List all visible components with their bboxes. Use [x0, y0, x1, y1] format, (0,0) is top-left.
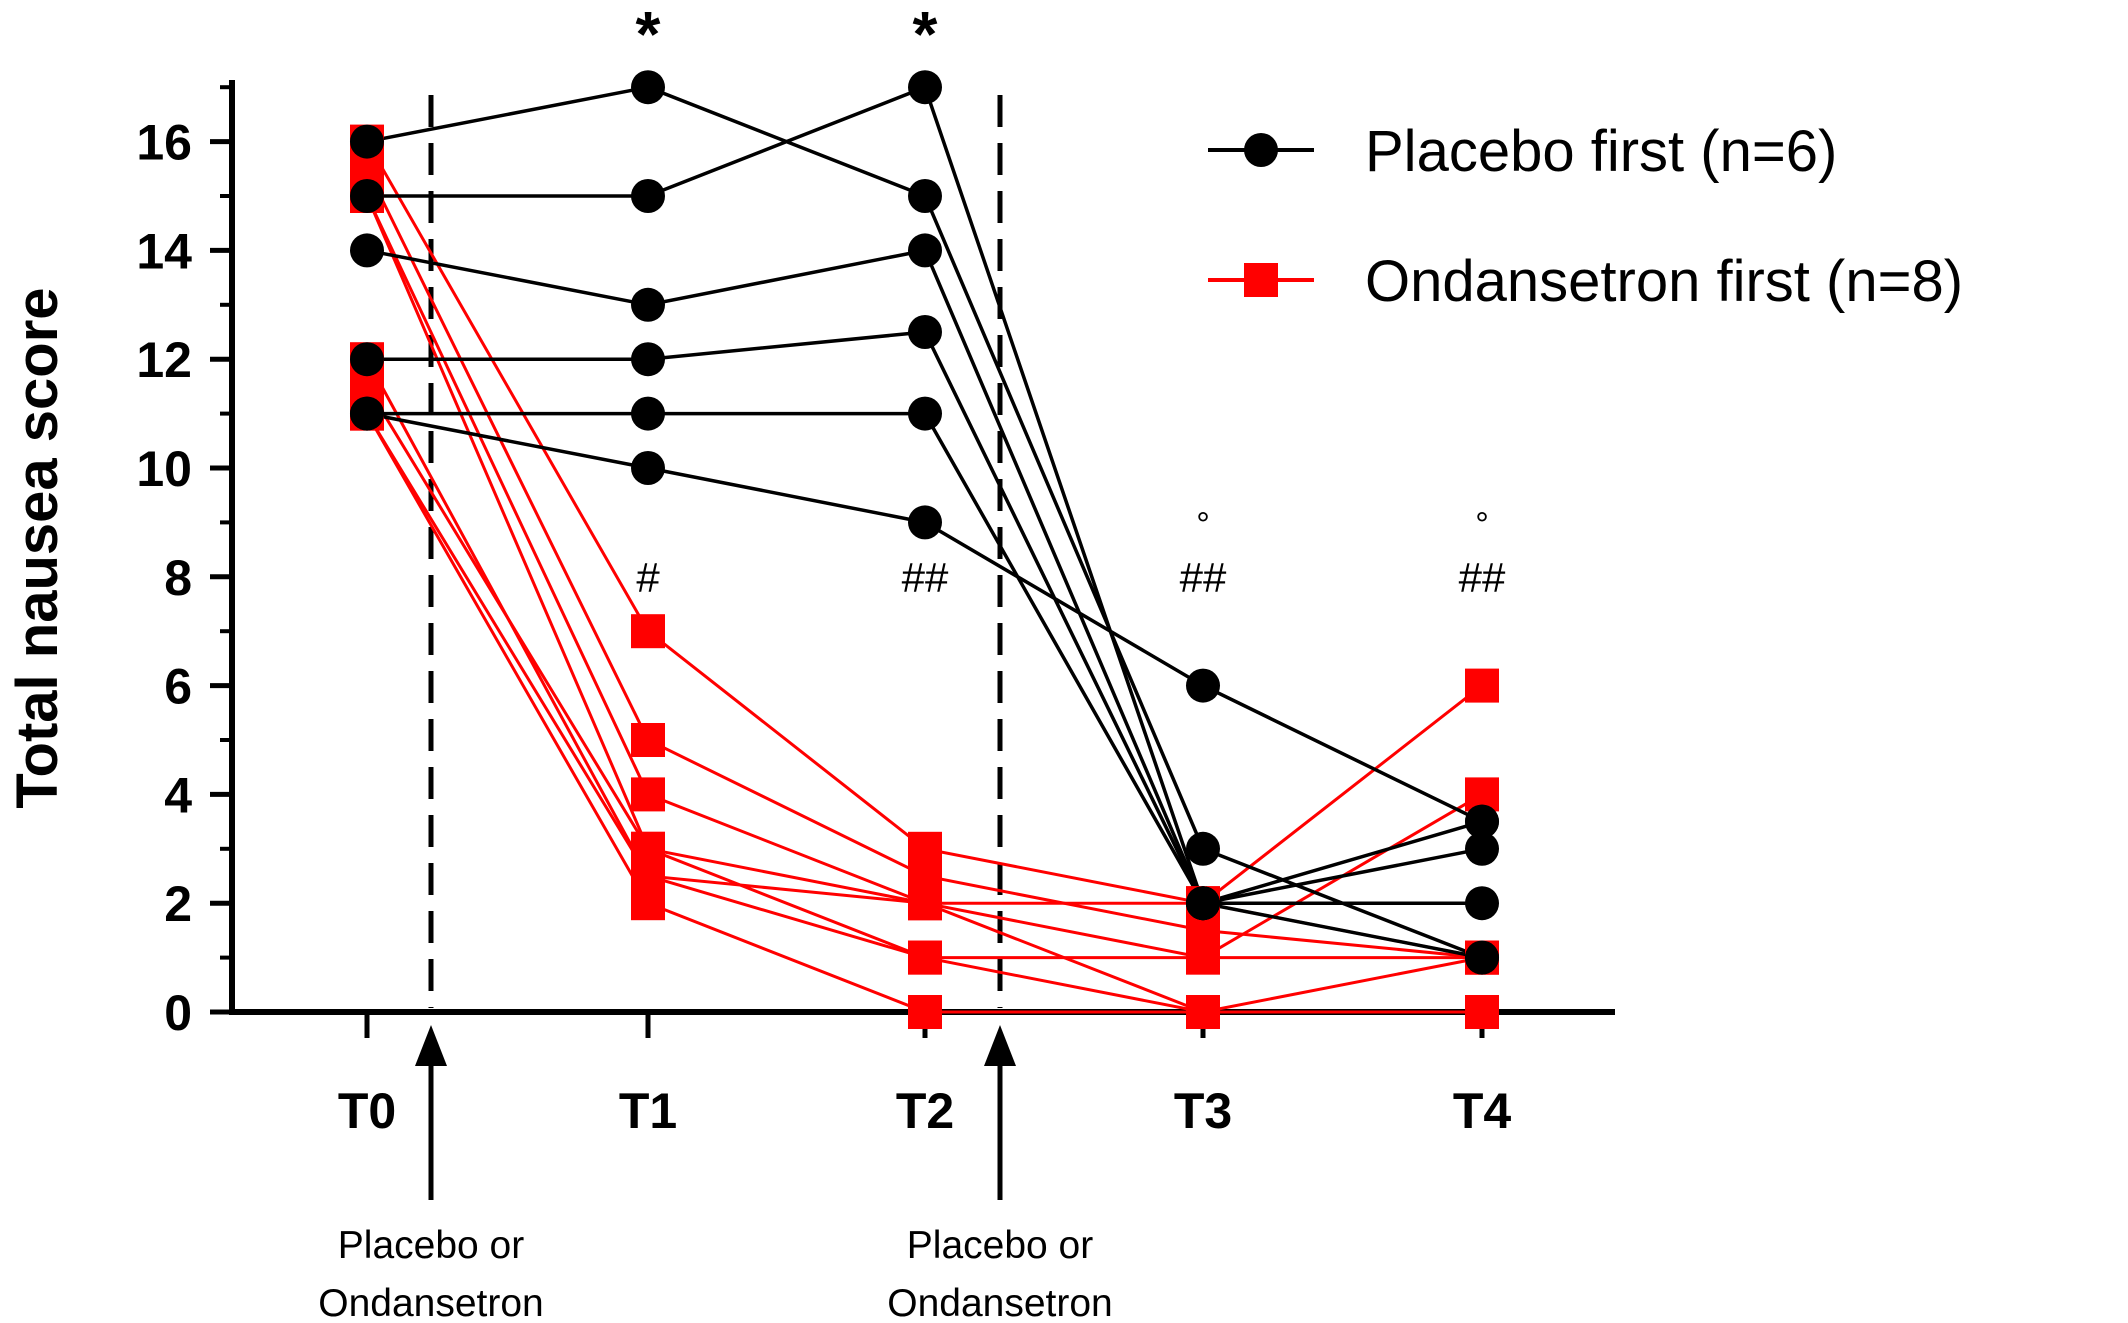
axes: 0 2 4 6 8 10 12 14 16 Total nausea score T0 T1 T2 T3 T… — [5, 80, 1615, 1323]
intervention-label-line2-1: Ondansetron — [887, 1282, 1113, 1323]
degree-mark-T4: ° — [1475, 506, 1489, 544]
x-tick-label-T1: T1 — [619, 1083, 677, 1139]
ondansetron-point-s5-T3 — [1186, 940, 1220, 975]
ondansetron-point-s6-T2 — [908, 940, 942, 975]
y-tick-label-2: 2 — [164, 876, 192, 932]
placebo-point-s3-T1 — [631, 342, 665, 377]
x-tick-label-T2: T2 — [896, 1083, 954, 1139]
significance-star-T1: * — [636, 0, 661, 70]
hash-mark-T1: # — [636, 554, 660, 601]
y-tick-label-16: 16 — [136, 115, 192, 171]
placebo-point-s0-T0 — [350, 124, 384, 159]
y-tick-label-14: 14 — [136, 223, 192, 279]
ondansetron-subject-line-6 — [365, 412, 1482, 1014]
hash-mark-T4: ## — [1459, 554, 1506, 601]
y-tick-label-0: 0 — [164, 985, 192, 1041]
legend-placebo-label: Placebo first (n=6) — [1365, 119, 1837, 184]
x-tick-label-T0: T0 — [338, 1083, 396, 1139]
placebo-subject-line-5 — [366, 411, 1483, 824]
ondansetron-point-s6-T4 — [1465, 995, 1499, 1029]
placebo-point-s4-T2 — [908, 396, 942, 431]
intervention-arrow-head-1 — [984, 1025, 1016, 1066]
intervention-arrow-head-0 — [415, 1025, 447, 1066]
hash-mark-T2: ## — [902, 554, 949, 601]
hash-mark-T3: ## — [1180, 554, 1227, 601]
ondansetron-point-s7-T1 — [631, 886, 665, 921]
ondansetron-point-s7-T2 — [908, 995, 942, 1029]
placebo-point-s5-T1 — [631, 451, 665, 485]
intervention-label-line1-0: Placebo or — [338, 1224, 524, 1267]
significance-star-T2: * — [913, 0, 938, 70]
x-tick-label-T3: T3 — [1174, 1083, 1232, 1139]
placebo-point-s5-T3 — [1186, 668, 1220, 703]
placebo-point-s3-T4 — [1465, 940, 1499, 975]
placebo-point-s1-T1 — [631, 179, 665, 213]
legend-ondansetron-marker — [1244, 263, 1278, 297]
placebo-point-s2-T4 — [1465, 886, 1499, 921]
y-tick-label-4: 4 — [164, 767, 192, 823]
legend-ondansetron-label: Ondansetron first (n=8) — [1365, 249, 1963, 314]
intervention-label-line1-1: Placebo or — [907, 1224, 1093, 1267]
placebo-point-s3-T2 — [908, 315, 942, 349]
placebo-point-s3-T0 — [350, 342, 384, 377]
y-tick-label-8: 8 — [164, 550, 192, 606]
placebo-point-s1-T0 — [350, 179, 384, 213]
legend-placebo-marker — [1244, 133, 1278, 167]
ondansetron-subject-line-7 — [365, 412, 1483, 1014]
intervention-label-line2-0: Ondansetron — [318, 1282, 544, 1323]
ondansetron-point-s4-T4 — [1465, 668, 1499, 703]
legend: Placebo first (n=6) Ondansetron first (n… — [1208, 119, 1963, 314]
ondansetron-point-s0-T1 — [631, 614, 665, 649]
ondansetron-point-s4-T2 — [908, 886, 942, 921]
ondansetron-subject-line-4 — [365, 358, 1483, 905]
placebo-point-s0-T3 — [1186, 831, 1220, 866]
annotations-layer: * *# ## ## ##° ° — [636, 0, 1506, 601]
placebo-point-s4-T3 — [1186, 886, 1220, 921]
placebo-point-s2-T1 — [631, 287, 665, 322]
placebo-point-s2-T2 — [908, 233, 942, 268]
placebo-subject-line-4 — [367, 411, 1483, 906]
y-tick-label-6: 6 — [164, 659, 192, 715]
placebo-point-s2-T0 — [350, 233, 384, 268]
series-layer — [350, 70, 1499, 1029]
ondansetron-point-s7-T3 — [1186, 995, 1220, 1029]
placebo-point-s4-T1 — [631, 396, 665, 431]
placebo-point-s5-T4 — [1465, 804, 1499, 839]
placebo-point-s1-T4 — [1465, 831, 1499, 866]
placebo-point-s1-T2 — [908, 70, 942, 105]
degree-mark-T3: ° — [1196, 506, 1210, 544]
y-tick-label-12: 12 — [136, 332, 192, 388]
placebo-point-s5-T0 — [350, 396, 384, 431]
y-tick-label-10: 10 — [136, 441, 192, 497]
y-axis-label: Total nausea score — [5, 287, 70, 808]
placebo-point-s0-T1 — [631, 70, 665, 105]
ondansetron-point-s2-T1 — [631, 777, 665, 812]
placebo-point-s0-T2 — [908, 179, 942, 213]
placebo-point-s5-T2 — [908, 505, 942, 540]
x-tick-label-T4: T4 — [1453, 1083, 1512, 1139]
ondansetron-point-s1-T1 — [631, 723, 665, 757]
